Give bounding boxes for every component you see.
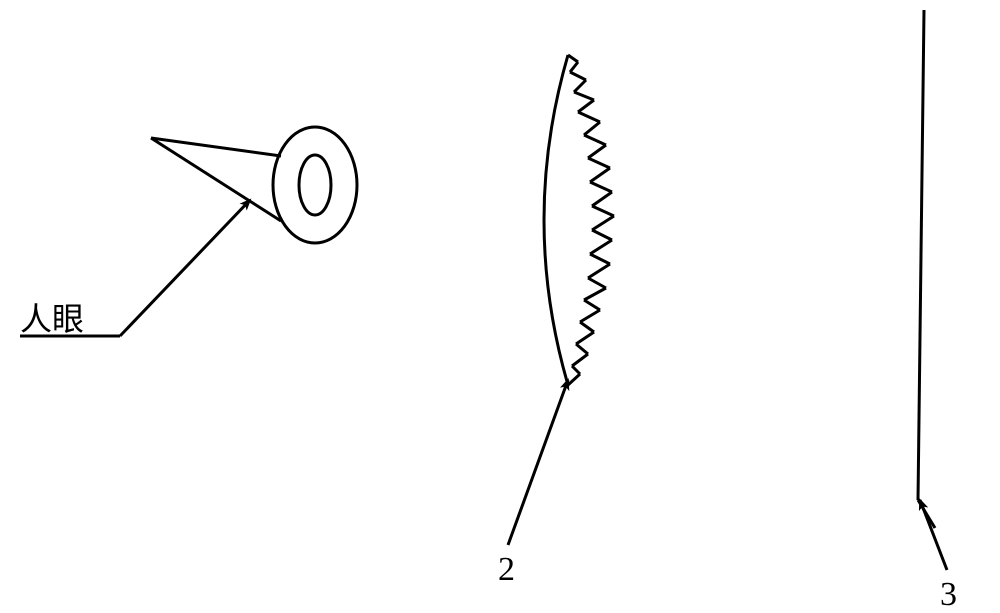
lens-serration-segment — [590, 182, 612, 192]
lens-serration-segment — [572, 366, 580, 374]
screen-main-line — [918, 10, 924, 500]
lens-serration-segment — [588, 264, 610, 278]
lens-serration-segment — [580, 310, 600, 322]
label-eye-leader — [120, 200, 250, 336]
label-screen-leader — [920, 500, 947, 570]
lens-serration-segment — [572, 354, 588, 366]
screen-line-group — [918, 10, 935, 528]
label-lens-leader — [508, 380, 568, 545]
label-lens: 2 — [498, 380, 568, 588]
label-eye: 人眼 — [20, 200, 250, 337]
lens-serration-segment — [590, 254, 610, 264]
lens-serration-segment — [578, 112, 600, 122]
lens-serration-segment — [574, 92, 594, 100]
lens-serration-segment — [592, 192, 612, 206]
lens-serration-segment — [584, 300, 600, 310]
lens-serration-segment — [584, 288, 606, 300]
eye-inner-ellipse — [299, 155, 331, 215]
lens-serration-segment — [592, 230, 612, 240]
lens-serration-segment — [588, 145, 606, 158]
diagram-canvas: 人眼 2 3 — [0, 0, 1000, 613]
lens-serration-segment — [590, 240, 612, 254]
eye-upper-line — [151, 138, 281, 156]
lens-serration-segment — [576, 344, 588, 354]
fresnel-lens — [544, 55, 614, 385]
lens-serration-segment — [588, 278, 606, 288]
lens-serration-segment — [574, 80, 586, 92]
lens-serration-segment — [568, 374, 580, 385]
lens-serration-segment — [568, 55, 578, 62]
lens-serration-segment — [580, 322, 594, 332]
eye-symbol — [151, 127, 357, 243]
eye-lower-line — [151, 138, 281, 221]
lens-left-arc — [544, 55, 568, 385]
label-screen-text: 3 — [940, 576, 957, 613]
label-lens-text: 2 — [498, 551, 515, 588]
lens-serration-segment — [588, 158, 610, 168]
label-eye-text: 人眼 — [20, 301, 84, 337]
lens-serration-segment — [584, 122, 600, 135]
lens-serration-segment — [570, 62, 578, 72]
lens-serration-segment — [584, 135, 606, 145]
lens-serration-segment — [592, 206, 614, 216]
lens-serration-segment — [576, 332, 594, 344]
lens-serration-segment — [570, 72, 586, 80]
lens-serration-segment — [578, 100, 594, 112]
lens-serration-segment — [592, 216, 614, 230]
eye-outer-ellipse — [273, 127, 357, 243]
lens-serrations — [568, 55, 614, 385]
label-screen: 3 — [920, 500, 957, 613]
lens-serration-segment — [590, 168, 610, 182]
